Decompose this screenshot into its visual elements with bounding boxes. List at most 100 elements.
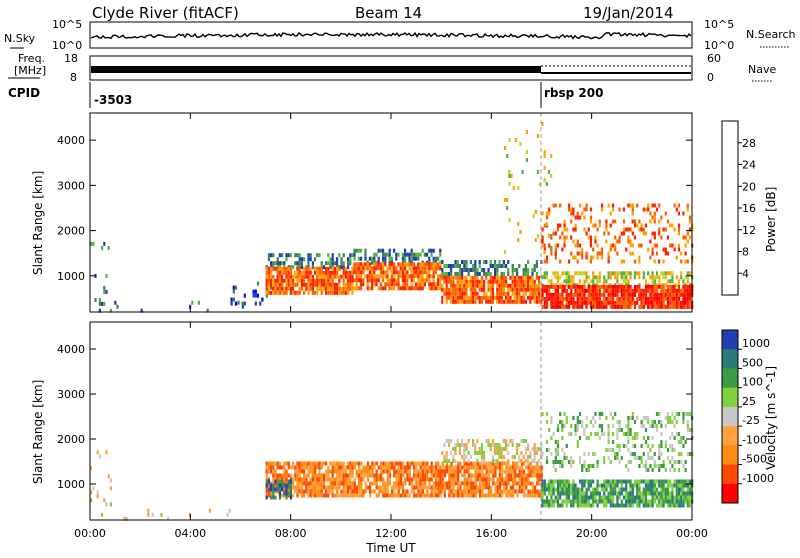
velocity-cell (561, 436, 564, 440)
velocity-cell (581, 499, 584, 504)
power-cell (647, 288, 650, 293)
velocity-cell (527, 477, 530, 482)
power-cell (574, 215, 577, 220)
velocity-cell (578, 456, 582, 460)
velocity-cell (572, 479, 575, 484)
power-cell (395, 256, 398, 261)
velocity-cell (581, 503, 584, 508)
power-cell (647, 296, 650, 301)
velocity-cell (642, 491, 645, 496)
velocity-cell (445, 451, 448, 455)
velocity-cell (470, 465, 473, 470)
velocity-cell (270, 483, 273, 488)
power-cell (366, 274, 369, 279)
velocity-cell (509, 485, 512, 490)
velocity-cell (686, 491, 689, 496)
velocity-cell (609, 487, 612, 492)
velocity-cell (424, 461, 427, 466)
velocity-cell (631, 483, 634, 488)
power-cell (412, 270, 415, 275)
power-cell (434, 266, 437, 271)
power-cell (664, 283, 667, 288)
velocity-cell (325, 469, 328, 474)
velocity-cell (627, 428, 630, 432)
velocity-cell (536, 469, 539, 474)
power-cell (450, 272, 453, 276)
velocity-cell (655, 428, 659, 432)
velocity-cell (406, 465, 409, 470)
velocity-cell (485, 477, 488, 482)
velocity-cell (660, 464, 663, 468)
velocity-cell (439, 493, 442, 498)
velocity-cell (443, 459, 446, 463)
power-cell (609, 304, 612, 309)
power-cell (439, 248, 442, 253)
velocity-cell (340, 469, 343, 474)
velocity-cell (614, 456, 617, 460)
power-cell (581, 247, 584, 252)
velocity-cell (581, 487, 584, 492)
velocity-cell (498, 465, 501, 470)
power-cell (531, 295, 534, 300)
velocity-cell (598, 483, 601, 488)
power-cell (686, 296, 689, 301)
power-cell (500, 295, 503, 300)
power-cell (633, 223, 637, 228)
power-cell (686, 279, 689, 284)
velocity-cell (603, 487, 606, 492)
velocity-cell (147, 512, 150, 517)
power-cell (340, 257, 343, 262)
power-cell (300, 278, 303, 283)
power-cell (570, 288, 573, 293)
velocity-cell (545, 499, 549, 504)
velocity-cell (325, 493, 328, 498)
velocity-cell (463, 477, 466, 482)
velocity-cell (565, 416, 568, 420)
power-cell (454, 283, 457, 288)
velocity-cell (589, 420, 593, 424)
velocity-cell (300, 469, 303, 474)
date-label: 19/Jan/2014 (583, 4, 674, 22)
velocity-cell (322, 493, 325, 498)
velocity-cell (616, 436, 619, 440)
power-cell (276, 290, 279, 295)
power-cell (587, 284, 590, 289)
velocity-cell (481, 461, 484, 466)
power-cell (232, 289, 235, 294)
velocity-cell (399, 469, 402, 474)
velocity-cell (160, 512, 163, 517)
velocity-cell (481, 465, 484, 470)
velocity-cell (415, 477, 418, 482)
power-cell (567, 296, 571, 301)
velocity-cell (468, 481, 471, 486)
power-cell (445, 264, 448, 268)
velocity-cell (314, 481, 317, 486)
power-cell (644, 292, 648, 297)
power-cell (390, 266, 393, 271)
power-cell (651, 300, 654, 305)
power-cell (611, 219, 615, 224)
power-cell (265, 282, 268, 287)
power-cell (535, 287, 538, 292)
velocity-cell (426, 465, 429, 470)
power-cell (631, 251, 634, 256)
velocity-cell (492, 473, 495, 478)
power-cell (673, 296, 676, 301)
velocity-cell (426, 485, 429, 490)
power-cell (541, 284, 544, 289)
power-cell (382, 274, 385, 279)
power-cell (307, 274, 310, 279)
power-cell (677, 292, 681, 297)
power-cell (529, 283, 532, 288)
velocity-cell (520, 451, 523, 455)
velocity-cell (589, 491, 593, 496)
power-cell (469, 268, 472, 272)
power-cell (382, 286, 385, 291)
power-cell (614, 300, 617, 305)
power-cell (272, 261, 275, 266)
power-cell (677, 279, 681, 284)
power-cell (410, 266, 413, 271)
velocity-cell (296, 489, 299, 494)
power-cell (625, 288, 628, 293)
power-cell (375, 266, 378, 271)
